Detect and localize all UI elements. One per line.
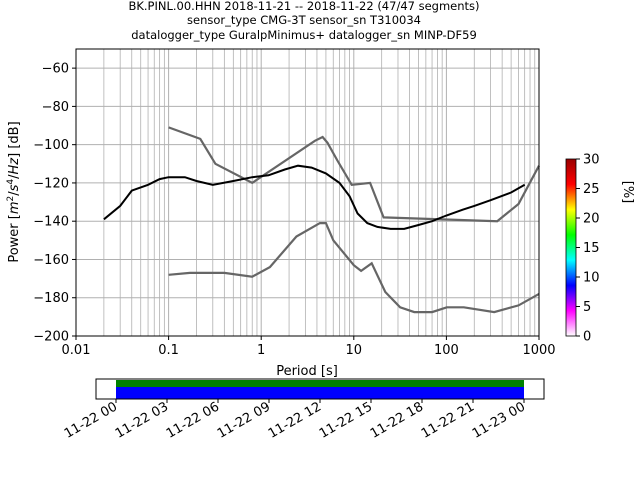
new-low-noise-model-line — [168, 222, 540, 314]
colorbar-tick-label: 10 — [583, 271, 600, 286]
title-line-3: datalogger_type GuralpMinimus+ datalogge… — [131, 28, 477, 42]
y-tick-label: −80 — [42, 100, 69, 115]
colorbar-tick-label: 0 — [583, 330, 591, 345]
colorbar-tick-label: 15 — [583, 241, 600, 256]
colorbar-label: [%] — [620, 181, 635, 204]
y-tick-label: −100 — [33, 138, 69, 153]
x-tick-label: 100 — [434, 343, 459, 358]
grid — [75, 49, 540, 337]
colorbar-tick-label: 5 — [583, 300, 591, 315]
y-tick-label: −160 — [33, 253, 69, 268]
title-line-2: sensor_type CMG-3T sensor_sn T310034 — [187, 13, 421, 27]
y-tick-label: −180 — [33, 291, 69, 306]
y-tick-label: −140 — [33, 215, 69, 230]
x-tick-label: 0.01 — [62, 343, 91, 358]
x-tick-label: 1 — [257, 343, 265, 358]
timeline-data-green — [116, 380, 524, 387]
y-tick-label: −60 — [42, 62, 69, 77]
title-line-1: BK.PINL.00.HHN 2018-11-21 -- 2018-11-22 … — [128, 0, 479, 13]
y-axis-label: Power [m2/s4/Hz] [dB] — [6, 121, 22, 262]
median-line — [103, 164, 526, 230]
y-axis: −200 −180 −160 −140 −120 −100 −80 −60 — [33, 62, 76, 345]
y-tick-label: −120 — [33, 176, 69, 191]
x-axis-label: Period [s] — [276, 364, 338, 379]
colorbar-tick-label: 20 — [583, 212, 600, 227]
colorbar-tick-label: 30 — [583, 153, 600, 168]
timeline-data-blue — [116, 387, 524, 399]
x-tick-label: 10 — [346, 343, 363, 358]
plot-frame — [75, 48, 540, 337]
colorbar-tick-label: 25 — [583, 182, 600, 197]
x-axis: 0.01 0.1 1 10 100 1000 — [62, 336, 556, 358]
colorbar: 0 5 10 15 20 25 30 — [565, 153, 600, 345]
new-high-noise-model-line — [168, 126, 540, 223]
noise-model-lines — [103, 126, 540, 314]
x-tick-label: 1000 — [522, 343, 555, 358]
colorbar-gradient — [565, 158, 577, 337]
x-tick-label: 0.1 — [158, 343, 179, 358]
y-tick-label: −200 — [33, 330, 69, 345]
